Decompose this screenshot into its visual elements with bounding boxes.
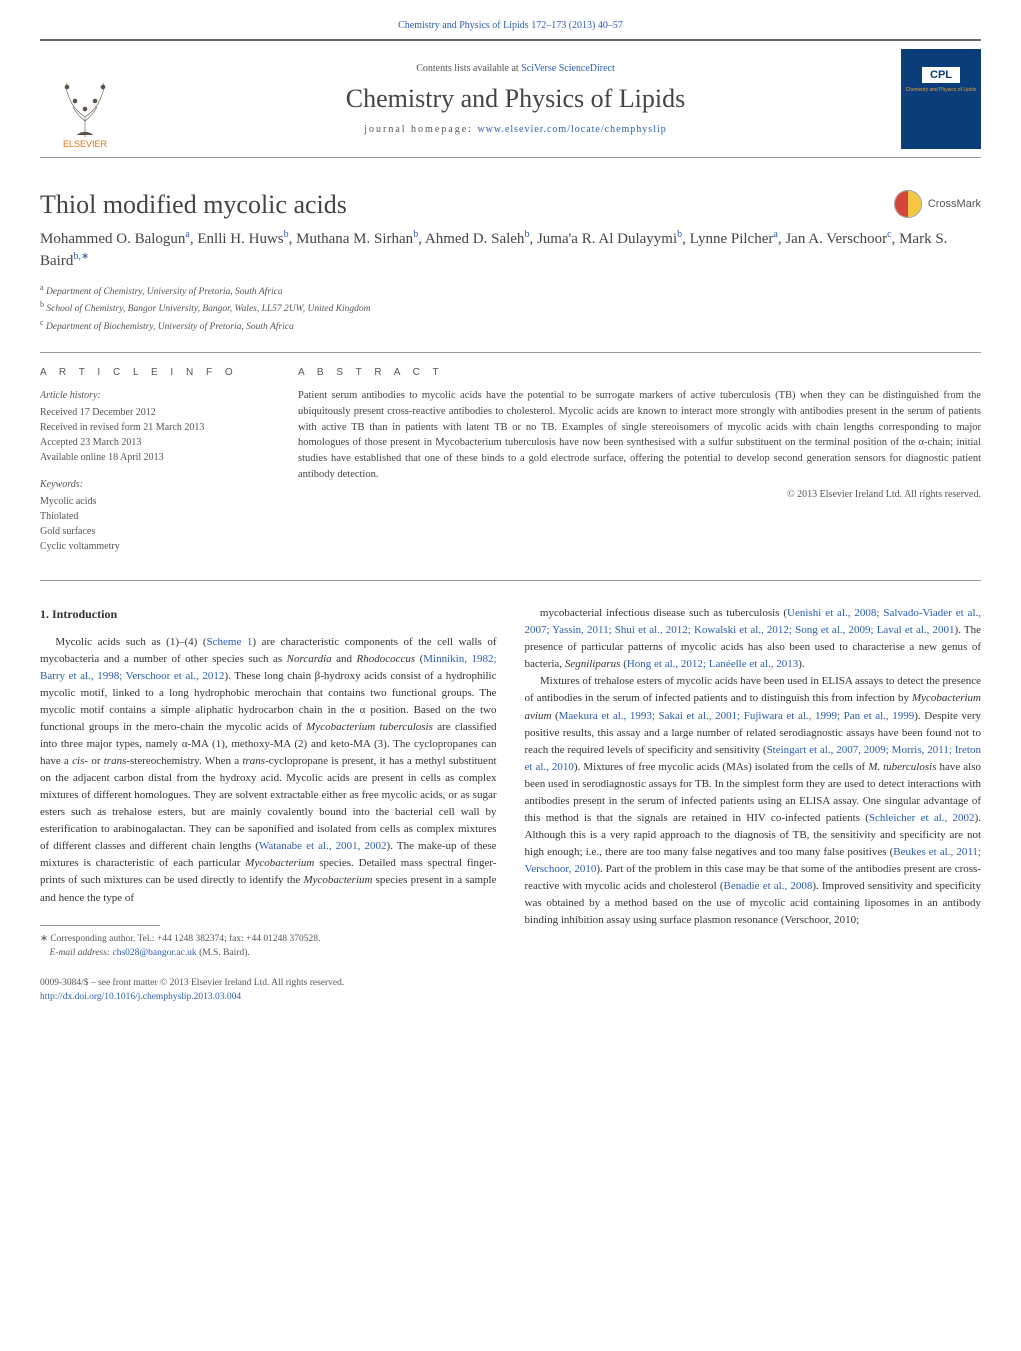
history-online: Available online 18 April 2013 (40, 450, 270, 465)
history-accepted: Accepted 23 March 2013 (40, 435, 270, 450)
page-footer: 0009-3084/$ – see front matter © 2013 El… (40, 976, 981, 1005)
article-info-heading: A R T I C L E I N F O (40, 367, 270, 378)
cover-subtitle: Chemistry and Physics of Lipids (906, 87, 977, 93)
keyword-1: Thiolated (40, 509, 270, 524)
abstract-copyright: © 2013 Elsevier Ireland Ltd. All rights … (298, 489, 981, 500)
body-col-left: 1. Introduction Mycolic acids such as (1… (40, 605, 497, 960)
keywords-block: Keywords: Mycolic acids Thiolated Gold s… (40, 477, 270, 554)
contents-prefix: Contents lists available at (416, 63, 521, 74)
authors-line: Mohammed O. Baloguna, Enlli H. Huwsb, Mu… (40, 228, 981, 272)
history-revised: Received in revised form 21 March 2013 (40, 420, 270, 435)
affiliation-a: a Department of Chemistry, University of… (40, 282, 981, 299)
keyword-3: Cyclic voltammetry (40, 539, 270, 554)
cover-abbrev: CPL (922, 67, 960, 83)
journal-header: ELSEVIER Contents lists available at Sci… (40, 39, 981, 158)
keywords-label: Keywords: (40, 477, 270, 492)
section-1-heading: 1. Introduction (40, 605, 497, 624)
intro-para-1: Mycolic acids such as (1)–(4) (Scheme 1)… (40, 634, 497, 907)
intro-para-2: mycobacterial infectious disease such as… (525, 605, 982, 673)
footnote-separator (40, 925, 160, 926)
journal-cover-thumb: CPL Chemistry and Physics of Lipids (901, 49, 981, 149)
abstract-column: A B S T R A C T Patient serum antibodies… (298, 367, 981, 566)
publisher-name: ELSEVIER (63, 139, 107, 149)
doi-link[interactable]: http://dx.doi.org/10.1016/j.chemphyslip.… (40, 992, 241, 1002)
crossmark-icon (894, 190, 922, 218)
contents-line: Contents lists available at SciVerse Sci… (130, 63, 901, 74)
body-col-right: mycobacterial infectious disease such as… (525, 605, 982, 960)
title-row: Thiol modified mycolic acids CrossMark (40, 190, 981, 220)
header-center: Contents lists available at SciVerse Sci… (130, 63, 901, 135)
publisher-logo: ELSEVIER (40, 49, 130, 149)
keyword-2: Gold surfaces (40, 524, 270, 539)
affiliation-b: b School of Chemistry, Bangor University… (40, 299, 981, 316)
email-suffix: (M.S. Baird). (197, 948, 250, 958)
homepage-link[interactable]: www.elsevier.com/locate/chemphyslip (477, 124, 666, 135)
history-label: Article history: (40, 388, 270, 403)
body-columns: 1. Introduction Mycolic acids such as (1… (40, 605, 981, 960)
affiliations: a Department of Chemistry, University of… (40, 282, 981, 334)
info-abstract-row: A R T I C L E I N F O Article history: R… (40, 352, 981, 581)
abstract-text: Patient serum antibodies to mycolic acid… (298, 388, 981, 483)
abstract-heading: A B S T R A C T (298, 367, 981, 378)
article-title: Thiol modified mycolic acids (40, 190, 894, 220)
journal-title: Chemistry and Physics of Lipids (130, 84, 901, 114)
corresponding-email-link[interactable]: chs028@bangor.ac.uk (112, 948, 196, 958)
affiliation-c: c Department of Biochemistry, University… (40, 317, 981, 334)
email-label: E-mail address: (50, 948, 113, 958)
homepage-line: journal homepage: www.elsevier.com/locat… (130, 124, 901, 135)
journal-ref-link[interactable]: Chemistry and Physics of Lipids 172–173 … (40, 20, 981, 31)
corresponding-text: ∗ Corresponding author. Tel.: +44 1248 3… (40, 934, 320, 944)
history-received: Received 17 December 2012 (40, 405, 270, 420)
article-history: Article history: Received 17 December 20… (40, 388, 270, 465)
elsevier-tree-icon (55, 79, 115, 139)
crossmark-label: CrossMark (928, 198, 981, 210)
intro-para-3: Mixtures of trehalose esters of mycolic … (525, 673, 982, 929)
sciencedirect-link[interactable]: SciVerse ScienceDirect (521, 63, 615, 74)
corresponding-author-footnote: ∗ Corresponding author. Tel.: +44 1248 3… (40, 932, 497, 961)
article-info: A R T I C L E I N F O Article history: R… (40, 367, 270, 566)
footer-copyright: 0009-3084/$ – see front matter © 2013 El… (40, 976, 981, 990)
keyword-0: Mycolic acids (40, 494, 270, 509)
homepage-prefix: journal homepage: (364, 124, 477, 135)
crossmark-badge[interactable]: CrossMark (894, 190, 981, 218)
